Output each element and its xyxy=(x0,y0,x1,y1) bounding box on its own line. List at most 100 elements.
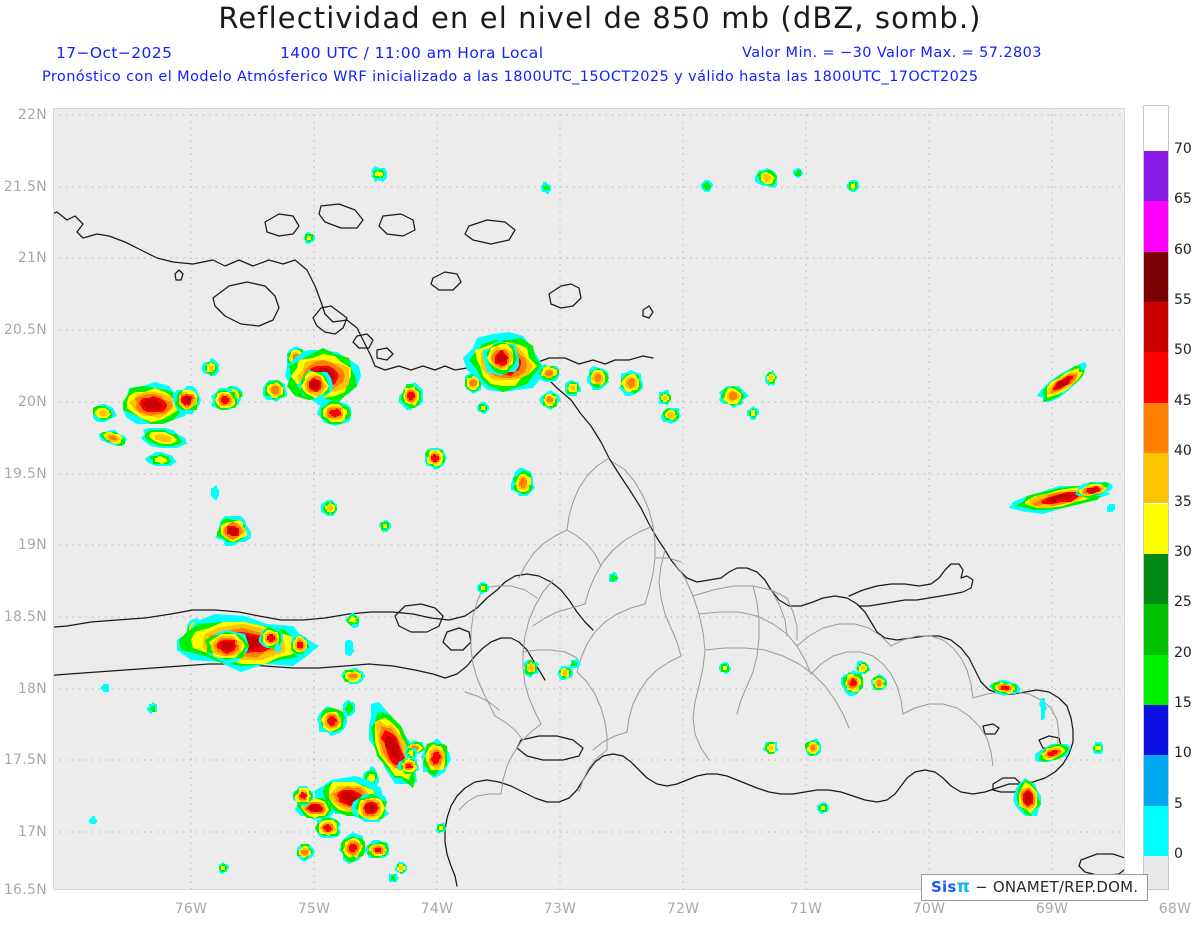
y-axis-tick: 16.5N xyxy=(3,882,47,898)
reflectivity-cell xyxy=(539,390,561,410)
map-plot-area[interactable] xyxy=(53,108,1125,890)
colorbar-tick-label: 50 xyxy=(1174,342,1192,359)
reflectivity-cell xyxy=(215,516,251,546)
colorbar-segment xyxy=(1144,503,1168,554)
y-axis-tick: 22N xyxy=(17,107,47,123)
reflectivity-cell xyxy=(1039,698,1047,720)
colorbar-tick-label: 25 xyxy=(1174,594,1192,611)
reflectivity-cell xyxy=(89,816,97,824)
y-axis-tick: 17.5N xyxy=(3,752,47,768)
reflectivity-cell xyxy=(99,430,127,446)
reflectivity-cell xyxy=(371,166,387,182)
colorbar-tick-label: 45 xyxy=(1174,392,1192,409)
reflectivity-cell xyxy=(747,406,759,420)
reflectivity-cell xyxy=(297,844,315,862)
reflectivity-cell xyxy=(345,612,359,628)
reflectivity-cell xyxy=(339,832,365,864)
colorbar-tick-label: 40 xyxy=(1174,443,1192,460)
colorbar-segment xyxy=(1144,604,1168,655)
reflectivity-cell xyxy=(365,840,389,858)
reflectivity-cell xyxy=(147,702,157,714)
reflectivity-cell xyxy=(219,862,229,874)
reflectivity-cell xyxy=(205,630,249,664)
y-axis-tick: 17N xyxy=(17,824,47,840)
reflectivity-cell xyxy=(341,668,365,684)
colorbar-tick-label: 20 xyxy=(1174,644,1192,661)
colorbar-segment xyxy=(1144,201,1168,252)
reflectivity-cell xyxy=(321,500,337,516)
reflectivity-cell xyxy=(763,742,779,754)
reflectivity-cell xyxy=(315,816,341,838)
y-axis-tick: 21N xyxy=(17,250,47,266)
reflectivity-cell xyxy=(719,662,731,674)
reflectivity-cell xyxy=(93,404,117,422)
reflectivity-cell xyxy=(817,802,829,814)
colorbar-segment xyxy=(1144,151,1168,202)
y-axis-tick: 19N xyxy=(17,537,47,553)
reflectivity-cell xyxy=(101,684,109,692)
value-range-text: Valor Min. = −30 Valor Max. = 57.2803 xyxy=(742,45,1042,61)
colorbar-tick-label: 35 xyxy=(1174,493,1192,510)
y-axis-tick: 18N xyxy=(17,681,47,697)
model-info-text: Pronóstico con el Modelo Atmósferico WRF… xyxy=(42,69,979,85)
colorbar-segment xyxy=(1144,553,1168,605)
reflectivity-cell xyxy=(557,666,573,680)
reflectivity-cell xyxy=(659,390,671,406)
reflectivity-cell xyxy=(351,794,389,822)
colorbar-tick-label: 10 xyxy=(1174,745,1192,762)
reflectivity-cell xyxy=(405,748,417,760)
colorbar-segment xyxy=(1144,302,1168,353)
reflectivity-cell xyxy=(541,182,551,194)
reflectivity-cell xyxy=(989,680,1021,696)
reflectivity-cell xyxy=(399,382,423,410)
logo-agency-text: − ONAMET/REP.DOM. xyxy=(975,878,1139,896)
reflectivity-cell xyxy=(847,180,859,192)
page-title: Reflectividad en el nivel de 850 mb (dBZ… xyxy=(218,1,982,35)
reflectivity-cell xyxy=(1107,504,1115,512)
reflectivity-cell xyxy=(173,386,201,414)
x-axis-tick: 76W xyxy=(174,901,208,917)
reflectivity-cell xyxy=(871,674,887,690)
colorbar[interactable] xyxy=(1143,105,1169,890)
colorbar-tick-label: 60 xyxy=(1174,241,1192,258)
reflectivity-cell xyxy=(1035,744,1071,762)
agency-logo: Sisπ − ONAMET/REP.DOM. xyxy=(921,874,1149,901)
reflectivity-cell xyxy=(345,640,355,656)
reflectivity-cell xyxy=(855,660,871,674)
colorbar-segment xyxy=(1144,453,1168,504)
colorbar-tick-label: 65 xyxy=(1174,191,1192,208)
reflectivity-cell xyxy=(1093,742,1103,754)
colorbar-tick-label: 55 xyxy=(1174,292,1192,309)
forecast-time: 1400 UTC / 11:00 am Hora Local xyxy=(280,44,544,62)
reflectivity-cell xyxy=(719,386,749,408)
reflectivity-cell xyxy=(263,380,287,402)
reflectivity-cell xyxy=(259,628,283,648)
reflectivity-cell xyxy=(587,366,609,390)
reflectivity-cell xyxy=(343,700,355,716)
reflectivity-cell xyxy=(211,486,219,500)
x-axis-tick: 75W xyxy=(297,901,331,917)
y-axis-tick: 18.5N xyxy=(3,609,47,625)
reflectivity-cell xyxy=(397,758,419,774)
x-axis-tick: 68W xyxy=(1158,901,1192,917)
reflectivity-cell xyxy=(661,408,681,424)
reflectivity-cell xyxy=(701,180,713,192)
x-axis-tick: 71W xyxy=(789,901,823,917)
reflectivity-layer xyxy=(89,166,1115,882)
colorbar-tick-label: 15 xyxy=(1174,694,1192,711)
reflectivity-cell xyxy=(145,452,177,466)
forecast-date: 17−Oct−2025 xyxy=(56,44,173,62)
colorbar-segment xyxy=(1144,704,1168,756)
reflectivity-cell xyxy=(511,468,535,496)
logo-pi-icon: π xyxy=(956,877,971,897)
colorbar-segment xyxy=(1144,352,1168,403)
reflectivity-cell xyxy=(1037,362,1087,402)
x-axis-tick: 73W xyxy=(543,901,577,917)
reflectivity-cell xyxy=(389,874,399,882)
y-axis-tick: 20.5N xyxy=(3,322,47,338)
reflectivity-cell xyxy=(435,822,447,834)
x-axis-tick: 72W xyxy=(666,901,700,917)
x-axis-tick: 69W xyxy=(1035,901,1069,917)
colorbar-segment xyxy=(1144,805,1168,856)
reflectivity-cell xyxy=(755,168,777,188)
